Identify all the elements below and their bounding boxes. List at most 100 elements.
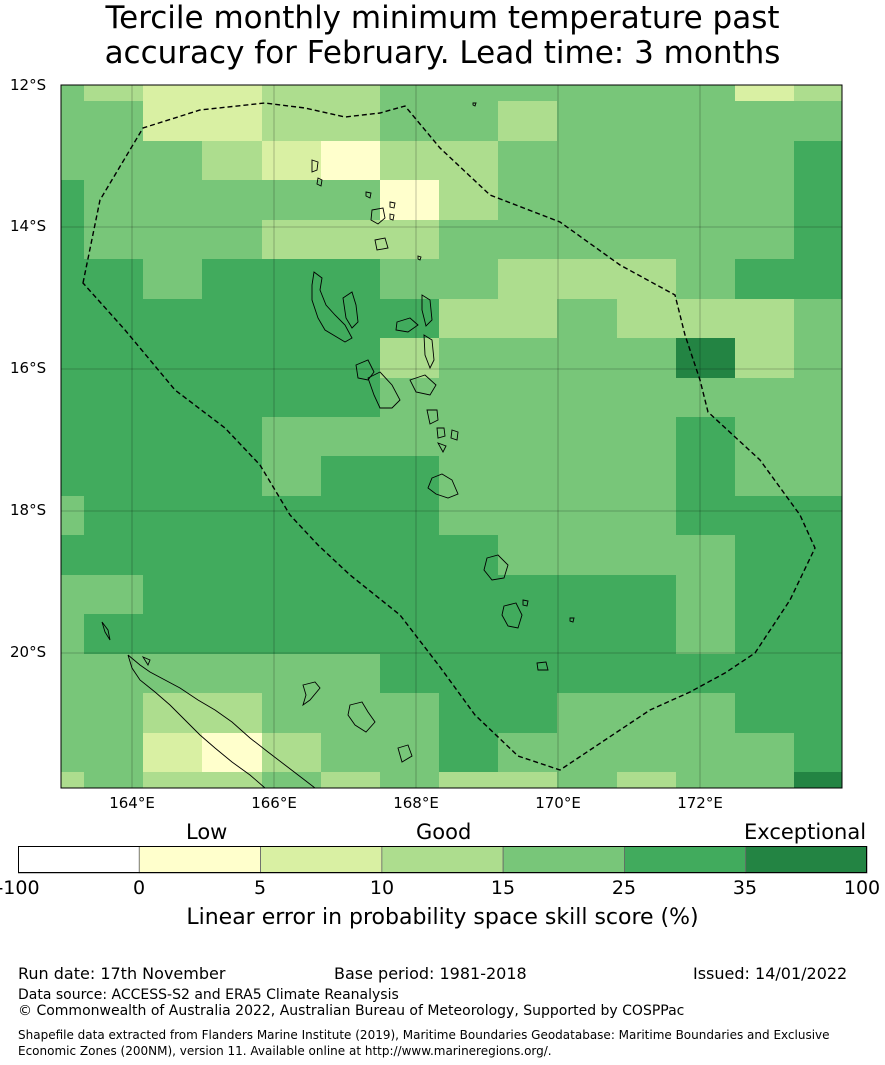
skill-cell [202, 733, 263, 773]
skill-cell [84, 220, 144, 260]
skill-cell [61, 101, 85, 142]
skill-cell [143, 456, 203, 497]
skill-cell [84, 259, 144, 300]
skill-cell [84, 693, 144, 734]
issued-date: Issued: 14/01/2022 [693, 964, 848, 983]
skill-cell [84, 496, 144, 536]
skill-cell [143, 614, 203, 655]
skill-cell [380, 575, 440, 615]
skill-cell [202, 299, 263, 339]
skill-cell [557, 141, 618, 181]
lon-label-164e: 164°E [109, 794, 155, 812]
skill-cell [262, 85, 322, 102]
skill-cell [557, 378, 618, 418]
skill-cell [617, 417, 677, 457]
skill-cell [143, 338, 203, 379]
skill-cell [262, 654, 322, 694]
skill-cell [380, 378, 440, 418]
skill-cell [617, 535, 677, 576]
skill-cell [676, 141, 736, 181]
skill-cell [498, 456, 558, 497]
colorbar-tick: -100 [0, 877, 40, 899]
skill-cell [61, 259, 85, 300]
skill-cell [321, 338, 381, 379]
skill-cell [794, 496, 842, 536]
skill-cell [202, 338, 263, 379]
skill-cell [321, 101, 381, 142]
skill-cell [380, 535, 440, 576]
skill-cell [439, 535, 499, 576]
skill-cell [498, 575, 558, 615]
skill-cell [143, 378, 203, 418]
skill-cell [143, 259, 203, 300]
skill-cell [439, 496, 499, 536]
skill-cell [557, 417, 618, 457]
skill-cell [498, 141, 558, 181]
skill-cell [202, 85, 263, 102]
skill-cell [380, 733, 440, 773]
skill-cell [498, 614, 558, 655]
copyright: © Commonwealth of Australia 2022, Austra… [18, 1003, 685, 1019]
skill-cell [439, 180, 499, 221]
skill-cell [676, 614, 736, 655]
skill-cell [202, 180, 263, 221]
run-date: Run date: 17th November [18, 964, 226, 983]
colorbar-tick: 35 [732, 877, 758, 899]
skill-cell [262, 733, 322, 773]
skill-cell [676, 101, 736, 142]
skill-cell [617, 733, 677, 773]
map-title-line-1: Tercile monthly minimum temperature past [105, 0, 780, 36]
colorbar [18, 846, 868, 874]
skill-cell [794, 220, 842, 260]
shapefile-credit-line-1: Shapefile data extracted from Flanders M… [18, 1028, 830, 1042]
lat-label-20s: 20°S [10, 643, 47, 661]
skill-cell [676, 496, 736, 536]
skill-cell [735, 417, 795, 457]
skill-cell [202, 141, 263, 181]
skill-cell [735, 654, 795, 694]
colorbar-segment [260, 846, 383, 874]
skill-cell [321, 733, 381, 773]
skill-cell [439, 733, 499, 773]
skill-cell [84, 772, 144, 788]
skill-cell [84, 417, 144, 457]
skill-cell [794, 417, 842, 457]
skill-cell [262, 575, 322, 615]
colorbar-segment [502, 846, 625, 874]
skill-cell [321, 654, 381, 694]
skill-cell [61, 378, 85, 418]
skill-cell [380, 259, 440, 300]
skill-cell [84, 180, 144, 221]
colorbar-tick: 25 [611, 877, 637, 899]
skill-cell [794, 180, 842, 221]
skill-cell [557, 693, 618, 734]
skill-cell [321, 772, 381, 788]
skill-cell [202, 654, 263, 694]
skill-cell [498, 378, 558, 418]
skill-cell [321, 575, 381, 615]
skill-cell [676, 772, 736, 788]
skill-cell [439, 101, 499, 142]
skill-cell [617, 456, 677, 497]
colorbar-tick: 15 [490, 877, 516, 899]
skill-cell [439, 654, 499, 694]
skill-cell [794, 101, 842, 142]
skill-cell [84, 299, 144, 339]
skill-cell [676, 456, 736, 497]
skill-cell [439, 299, 499, 339]
skill-cell [735, 180, 795, 221]
skill-cell [143, 101, 203, 142]
skill-cell [143, 180, 203, 221]
skill-cell [735, 259, 795, 300]
skill-cell [735, 220, 795, 260]
skill-cell [735, 772, 795, 788]
skill-cell [617, 378, 677, 418]
skill-cell [380, 772, 440, 788]
skill-cell [380, 180, 440, 221]
skill-cell [61, 141, 85, 181]
skill-cell [439, 259, 499, 300]
skill-cell [84, 575, 144, 615]
skill-cell [735, 101, 795, 142]
skill-cell [143, 654, 203, 694]
skill-cell [617, 614, 677, 655]
